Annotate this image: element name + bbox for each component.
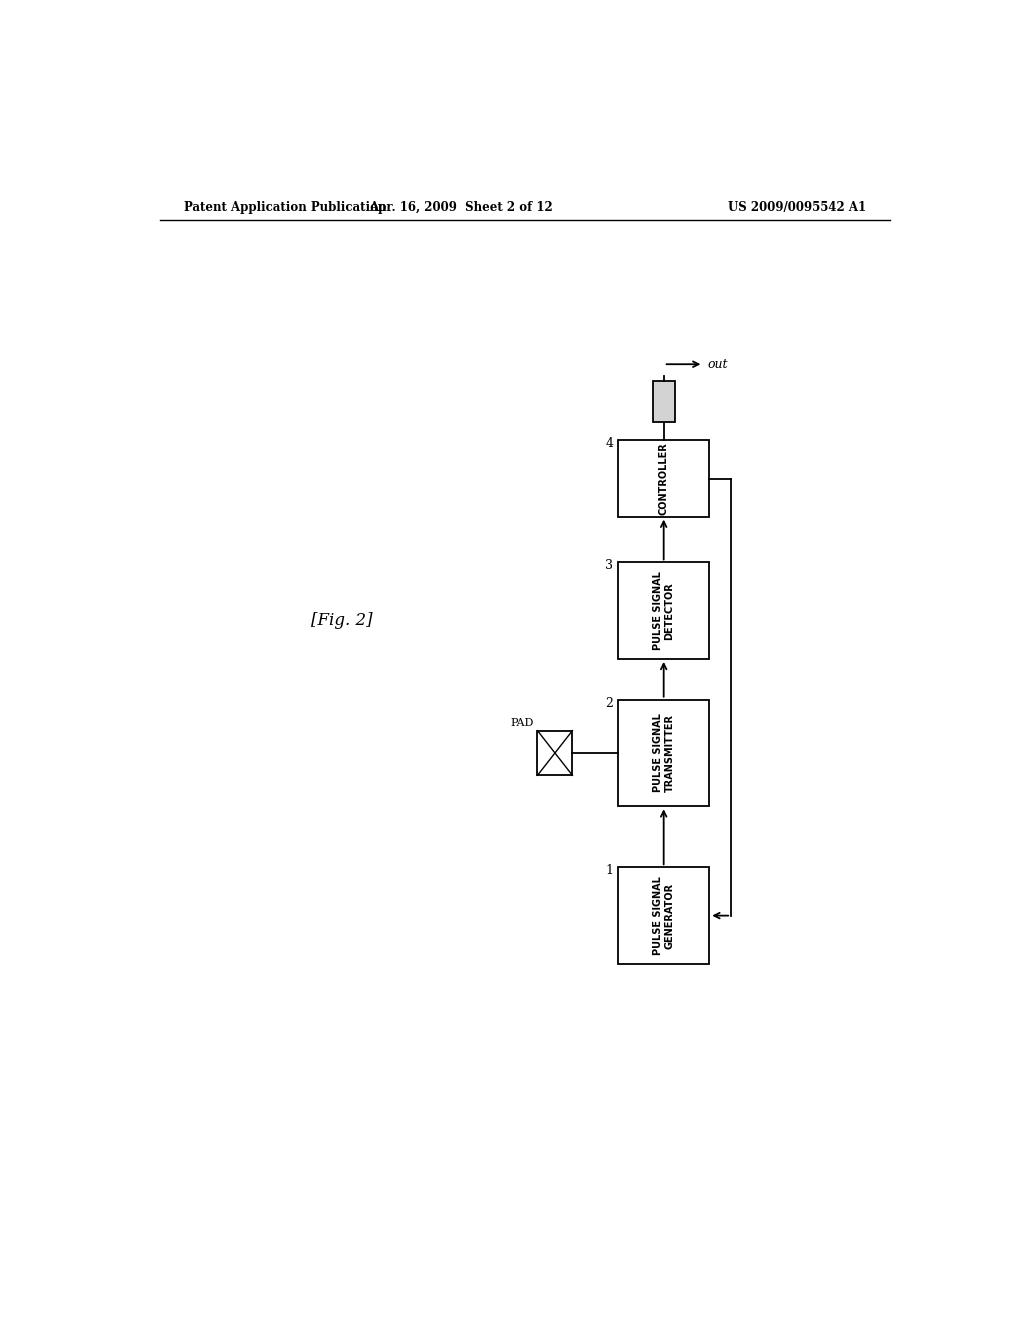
- Text: PULSE SIGNAL
DETECTOR: PULSE SIGNAL DETECTOR: [653, 572, 675, 651]
- Text: US 2009/0095542 A1: US 2009/0095542 A1: [728, 201, 866, 214]
- Text: [Fig. 2]: [Fig. 2]: [311, 612, 373, 630]
- Text: 1: 1: [605, 865, 613, 878]
- Text: PULSE SIGNAL
GENERATOR: PULSE SIGNAL GENERATOR: [653, 876, 675, 956]
- Text: PULSE SIGNAL
TRANSMITTER: PULSE SIGNAL TRANSMITTER: [653, 714, 675, 792]
- Text: PAD: PAD: [510, 718, 534, 727]
- Text: CONTROLLER: CONTROLLER: [658, 442, 669, 515]
- Bar: [652, 381, 675, 422]
- Text: 4: 4: [605, 437, 613, 450]
- Bar: [618, 700, 710, 807]
- Text: Apr. 16, 2009  Sheet 2 of 12: Apr. 16, 2009 Sheet 2 of 12: [370, 201, 553, 214]
- Text: 3: 3: [605, 560, 613, 573]
- Text: out: out: [708, 358, 728, 371]
- Text: 2: 2: [605, 697, 613, 710]
- Bar: [618, 441, 710, 516]
- Bar: [538, 731, 572, 775]
- Text: Patent Application Publication: Patent Application Publication: [183, 201, 386, 214]
- Bar: [618, 867, 710, 964]
- Bar: [618, 562, 710, 659]
